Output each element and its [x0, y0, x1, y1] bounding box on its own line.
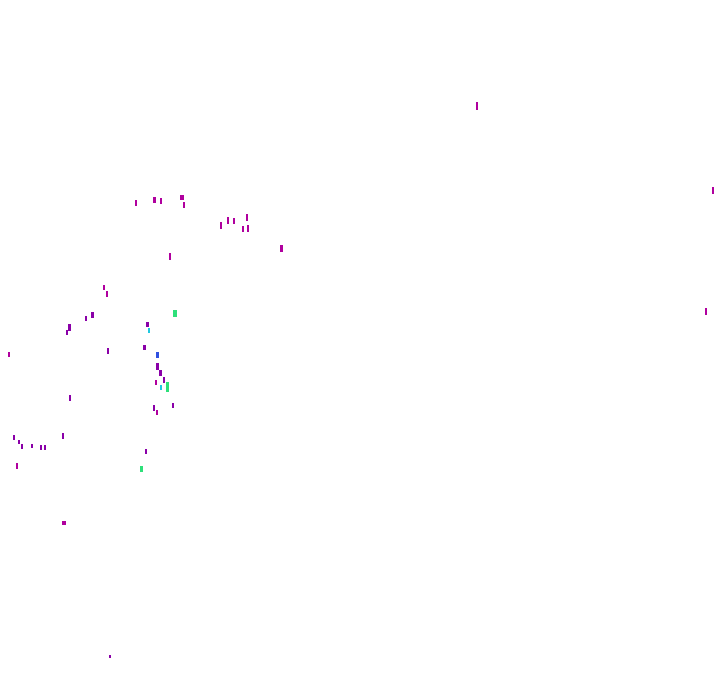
speck — [44, 445, 46, 450]
speck — [85, 316, 87, 321]
speck — [103, 285, 105, 290]
speck — [13, 435, 15, 440]
speck — [227, 217, 229, 224]
speck — [146, 322, 149, 327]
speck — [69, 395, 71, 401]
speck — [91, 312, 94, 318]
speck — [155, 380, 157, 385]
speck — [242, 226, 244, 232]
speck — [66, 330, 68, 335]
speck — [156, 410, 158, 415]
speck — [156, 363, 159, 370]
speck — [705, 308, 707, 315]
speck — [172, 403, 174, 408]
speck — [109, 655, 111, 658]
speck — [68, 324, 71, 331]
speck — [163, 377, 165, 383]
speck — [62, 521, 66, 525]
speck — [180, 195, 184, 200]
speck — [246, 214, 248, 221]
speck — [173, 310, 177, 317]
speck — [153, 405, 155, 411]
speck — [145, 449, 147, 454]
speck — [21, 444, 23, 449]
speck — [107, 348, 109, 354]
specks — [8, 102, 714, 658]
speck — [160, 198, 162, 204]
speck — [135, 200, 137, 206]
speck — [159, 370, 162, 376]
speck — [166, 382, 169, 392]
speck — [18, 440, 20, 444]
speck — [8, 352, 10, 357]
speck — [40, 445, 42, 450]
speck — [156, 352, 159, 358]
speck — [183, 202, 185, 208]
speck — [62, 433, 64, 439]
speck — [31, 444, 33, 448]
speck — [220, 222, 222, 229]
speck — [106, 291, 108, 297]
speck — [476, 102, 478, 110]
speck — [712, 187, 714, 194]
speck — [280, 245, 283, 252]
speck — [169, 253, 171, 260]
speck — [148, 328, 150, 333]
speck — [247, 225, 249, 232]
speck — [143, 345, 146, 350]
speck — [16, 463, 18, 469]
speck — [153, 197, 156, 203]
speck — [160, 385, 162, 390]
speck — [140, 466, 143, 472]
speck — [233, 218, 235, 224]
